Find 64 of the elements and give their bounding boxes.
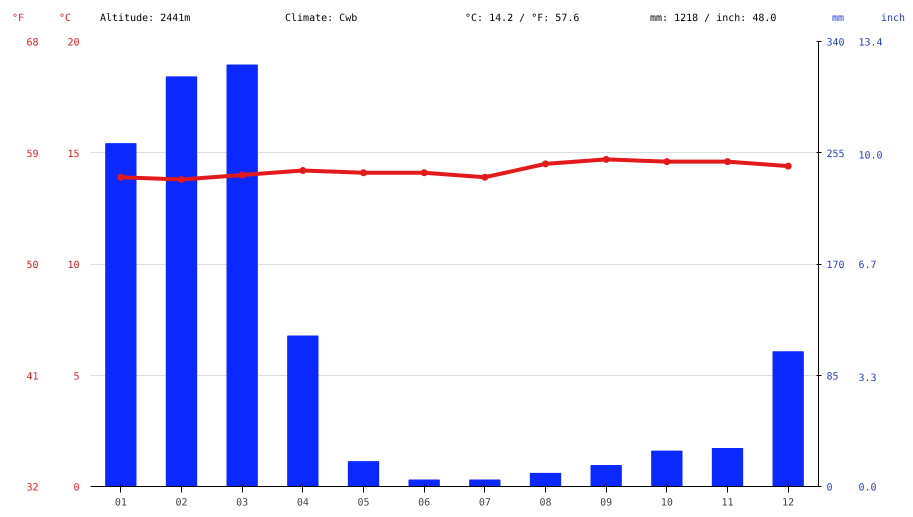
point xyxy=(117,174,124,181)
bar xyxy=(226,64,258,486)
text: 68 xyxy=(26,38,39,48)
y-tick-label: 15 xyxy=(67,148,80,160)
x-tick-label: 09 xyxy=(600,498,612,508)
y3-tick-label: 3.3 xyxy=(858,372,877,384)
point xyxy=(481,174,488,181)
y3-tick-label: 6.7 xyxy=(858,260,877,271)
y-tick-label: 5 xyxy=(73,371,80,382)
x-tick-label: 02 xyxy=(175,498,188,508)
bar xyxy=(590,465,622,486)
text: Climate: Cwb xyxy=(285,12,358,26)
text: 50 xyxy=(26,260,39,271)
y-tick-label: 10 xyxy=(67,260,80,271)
text: °F xyxy=(12,12,24,26)
point xyxy=(602,156,610,163)
bar xyxy=(712,448,744,486)
y2-axis-title: mm xyxy=(832,12,844,26)
y2-tick-label: 170 xyxy=(826,260,845,271)
point xyxy=(542,160,549,168)
y3-axis-title: inch xyxy=(880,12,906,26)
y2-tick-label: 255 xyxy=(826,148,845,160)
text: 32 xyxy=(26,482,39,494)
y2-tick-label: 340 xyxy=(826,38,845,48)
x-tick-label: 10 xyxy=(660,498,673,508)
bar xyxy=(166,76,198,486)
point xyxy=(360,169,367,176)
y-tick-label: 20 xyxy=(67,38,80,48)
y2-tick-label: 0 xyxy=(826,482,833,494)
text: Altitude: 2441m xyxy=(100,12,190,26)
x-tick-label: 12 xyxy=(782,498,794,508)
text: 41 xyxy=(26,371,39,382)
text: 59 xyxy=(26,148,39,160)
y3-tick-label: 10.0 xyxy=(858,150,883,162)
text: mm: 1218 / inch: 48.0 xyxy=(650,12,776,26)
y2-tick-label: 85 xyxy=(826,371,839,382)
point xyxy=(299,167,306,174)
bar xyxy=(772,351,804,486)
point xyxy=(420,169,428,176)
bar xyxy=(408,479,440,486)
bar xyxy=(348,461,380,486)
x-tick-label: 11 xyxy=(721,498,734,508)
y3-tick-label: 0.0 xyxy=(858,482,877,494)
text: °C: 14.2 / °F: 57.6 xyxy=(465,12,580,26)
y-tick-label: 0 xyxy=(73,482,80,494)
bar xyxy=(105,143,136,486)
x-tick-label: 05 xyxy=(357,498,370,508)
point xyxy=(724,158,731,166)
y-axis-title: °C xyxy=(58,12,72,26)
x-tick-label: 08 xyxy=(539,498,552,508)
bar xyxy=(287,335,318,486)
x-tick-label: 06 xyxy=(418,498,430,508)
bar xyxy=(469,479,500,486)
x-tick-label: 04 xyxy=(296,498,309,508)
point xyxy=(238,172,246,178)
x-tick-label: 03 xyxy=(236,498,248,508)
point xyxy=(784,162,792,170)
x-tick-label: 01 xyxy=(114,498,127,508)
bar xyxy=(530,472,562,486)
point xyxy=(663,158,670,166)
point xyxy=(178,176,185,183)
bar xyxy=(651,450,682,486)
x-tick-label: 07 xyxy=(478,498,491,508)
y3-tick-label: 13.4 xyxy=(858,38,883,48)
